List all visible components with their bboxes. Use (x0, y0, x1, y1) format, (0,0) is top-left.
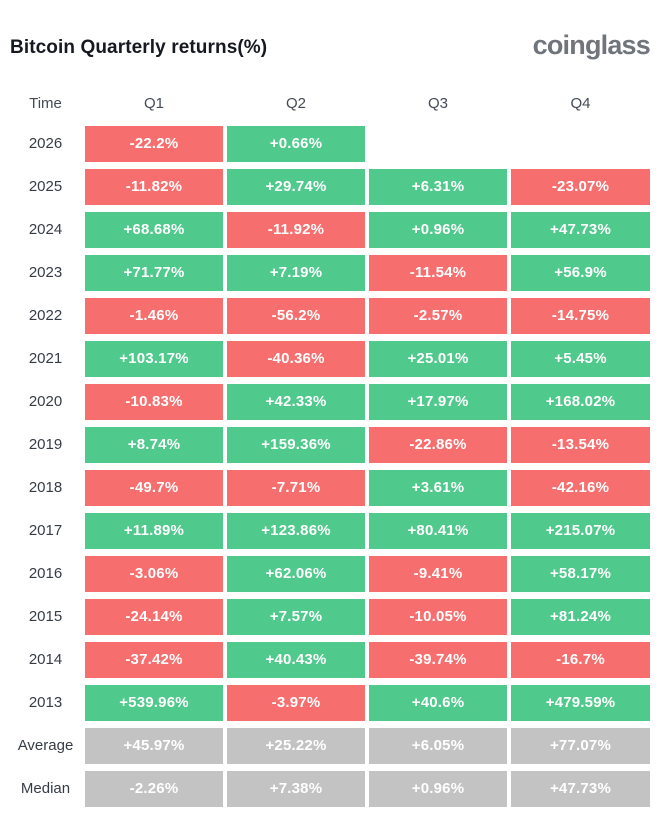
return-cell: +11.89% (85, 512, 223, 549)
return-cell: -23.07% (511, 168, 650, 205)
return-cell: +6.05% (369, 727, 507, 764)
return-cell: +47.73% (511, 770, 650, 807)
return-cell: +80.41% (369, 512, 507, 549)
return-cell: +77.07% (511, 727, 650, 764)
return-cell: -3.06% (85, 555, 223, 592)
row-label: 2017 (28, 522, 63, 540)
row-label: 2021 (28, 350, 63, 368)
return-cell: -40.36% (227, 340, 365, 377)
return-cell: +8.74% (85, 426, 223, 463)
row-label: 2015 (28, 608, 63, 626)
return-cell: -22.86% (369, 426, 507, 463)
return-cell: +123.86% (227, 512, 365, 549)
return-cell: +29.74% (227, 168, 365, 205)
return-cell: -14.75% (511, 297, 650, 334)
row-label: Average (17, 737, 74, 755)
return-cell: -2.57% (369, 297, 507, 334)
return-cell: -11.82% (85, 168, 223, 205)
row-label: Median (20, 780, 71, 798)
return-cell (511, 126, 650, 162)
return-cell: +0.66% (227, 125, 365, 162)
row-label: 2013 (28, 694, 63, 712)
return-cell: +62.06% (227, 555, 365, 592)
row-label: 2023 (28, 264, 63, 282)
page-title: Bitcoin Quarterly returns(%) (10, 36, 268, 58)
return-cell: +7.38% (227, 770, 365, 807)
return-cell: +0.96% (369, 770, 507, 807)
column-header-time: Time (29, 95, 62, 113)
return-cell: +40.43% (227, 641, 365, 678)
return-cell: +25.22% (227, 727, 365, 764)
page-header: Bitcoin Quarterly returns(%) coinglass (0, 0, 662, 59)
return-cell: -37.42% (85, 641, 223, 678)
row-label: 2025 (28, 178, 63, 196)
return-cell: +6.31% (369, 168, 507, 205)
return-cell: -11.54% (369, 254, 507, 291)
row-label: 2020 (28, 393, 63, 411)
column-header-q2: Q2 (285, 95, 306, 113)
row-label: 2016 (28, 565, 63, 583)
return-cell: +159.36% (227, 426, 365, 463)
return-cell: +168.02% (511, 383, 650, 420)
return-cell: +7.57% (227, 598, 365, 635)
return-cell: -16.7% (511, 641, 650, 678)
row-label: 2019 (28, 436, 63, 454)
column-header-q3: Q3 (427, 95, 448, 113)
return-cell: +45.97% (85, 727, 223, 764)
return-cell: +0.96% (369, 211, 507, 248)
return-cell: -7.71% (227, 469, 365, 506)
return-cell: -10.83% (85, 383, 223, 420)
return-cell: +103.17% (85, 340, 223, 377)
return-cell: -56.2% (227, 297, 365, 334)
return-cell: +40.6% (369, 684, 507, 721)
return-cell: +58.17% (511, 555, 650, 592)
return-cell: +71.77% (85, 254, 223, 291)
returns-table: Time Q1 Q2 Q3 Q4 2026 -22.2% +0.66% 2025 -11.82% +… (0, 59, 662, 807)
row-label: 2014 (28, 651, 63, 669)
return-cell: -49.7% (85, 469, 223, 506)
return-cell: -13.54% (511, 426, 650, 463)
return-cell: -2.26% (85, 770, 223, 807)
row-label: 2018 (28, 479, 63, 497)
return-cell (369, 126, 507, 162)
return-cell: +81.24% (511, 598, 650, 635)
return-cell: -39.74% (369, 641, 507, 678)
return-cell: +25.01% (369, 340, 507, 377)
column-header-q1: Q1 (143, 95, 164, 113)
return-cell: -9.41% (369, 555, 507, 592)
return-cell: -11.92% (227, 211, 365, 248)
return-cell: -24.14% (85, 598, 223, 635)
return-cell: +215.07% (511, 512, 650, 549)
return-cell: +17.97% (369, 383, 507, 420)
return-cell: +3.61% (369, 469, 507, 506)
return-cell: +5.45% (511, 340, 650, 377)
return-cell: +47.73% (511, 211, 650, 248)
row-label: 2022 (28, 307, 63, 325)
return-cell: +42.33% (227, 383, 365, 420)
return-cell: -10.05% (369, 598, 507, 635)
return-cell: +68.68% (85, 211, 223, 248)
return-cell: +7.19% (227, 254, 365, 291)
return-cell: +56.9% (511, 254, 650, 291)
coinglass-logo[interactable]: coinglass (532, 30, 651, 60)
return-cell: +479.59% (511, 684, 650, 721)
return-cell: -1.46% (85, 297, 223, 334)
return-cell: -22.2% (85, 125, 223, 162)
row-label: 2026 (28, 135, 63, 153)
return-cell: -42.16% (511, 469, 650, 506)
row-label: 2024 (28, 221, 63, 239)
column-header-q4: Q4 (570, 95, 591, 113)
return-cell: -3.97% (227, 684, 365, 721)
return-cell: +539.96% (85, 684, 223, 721)
